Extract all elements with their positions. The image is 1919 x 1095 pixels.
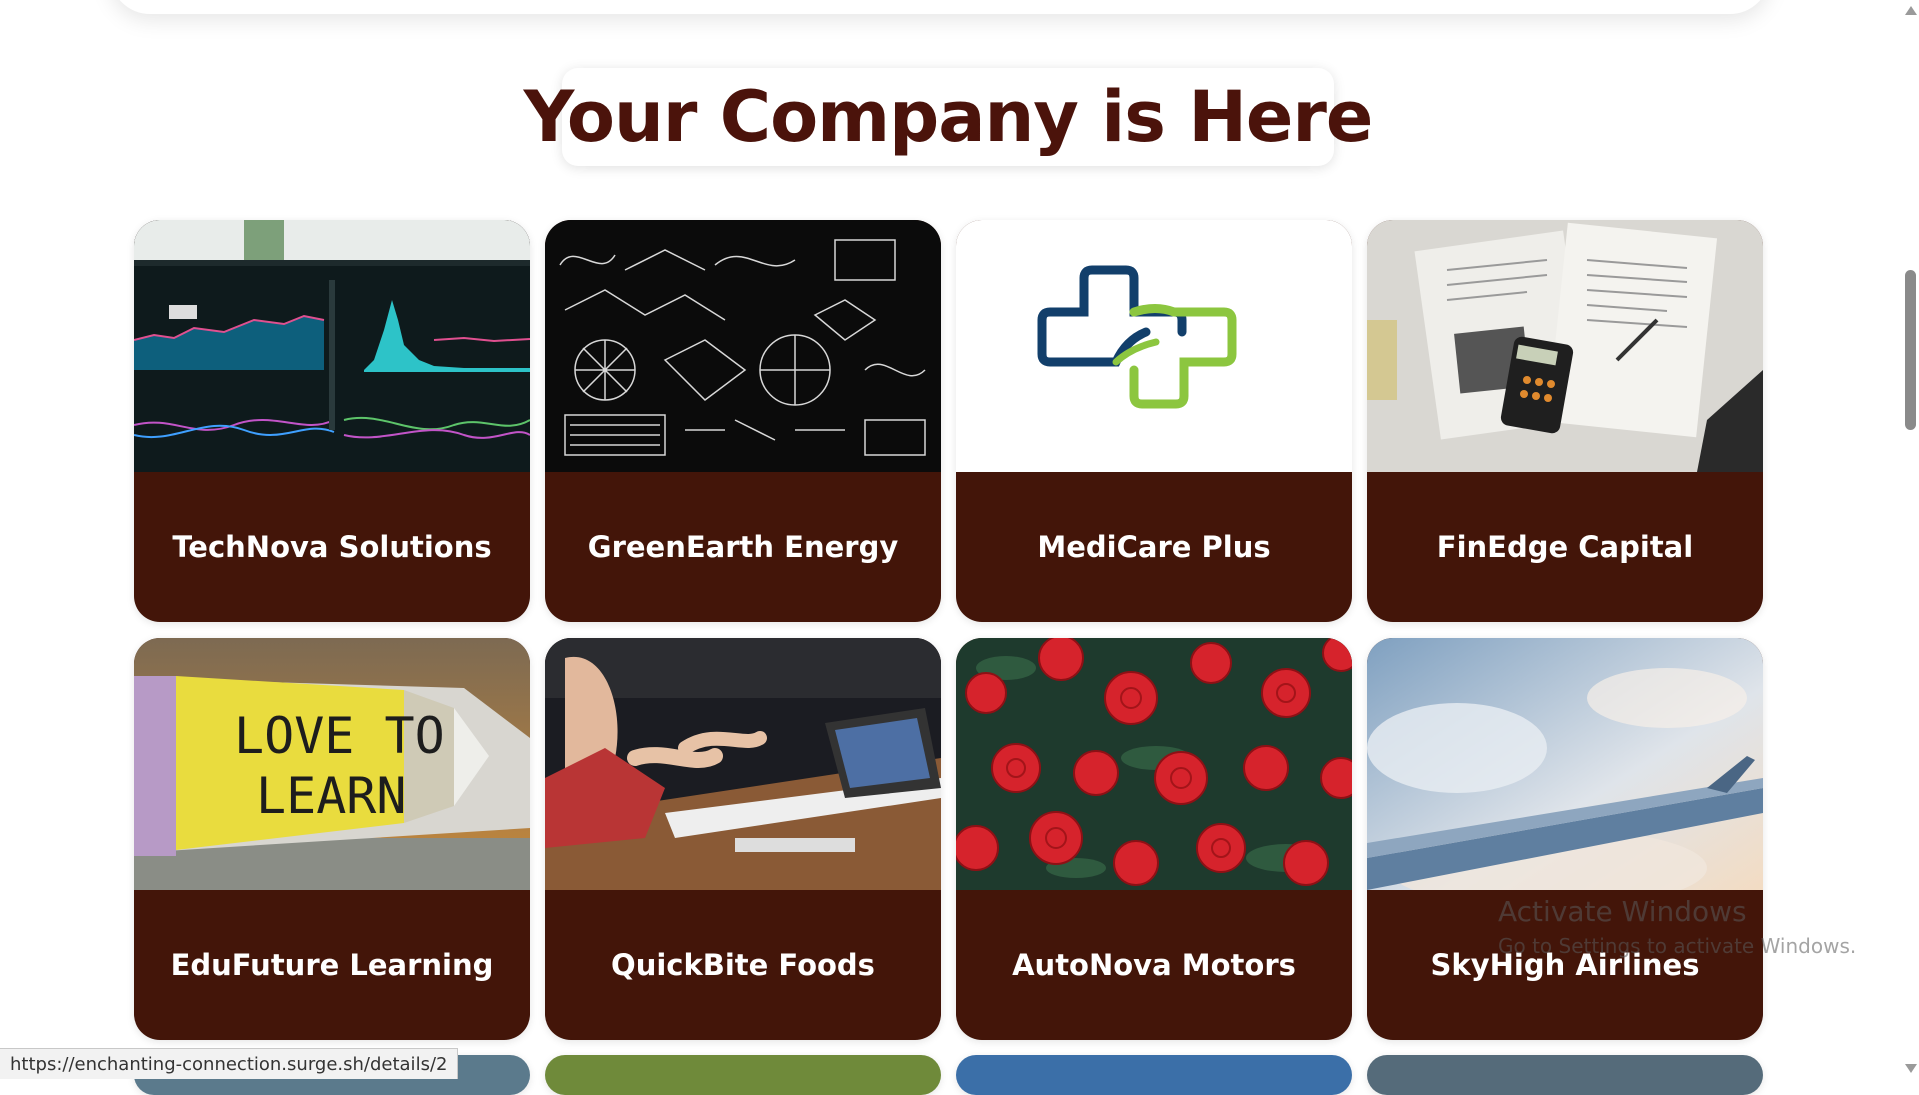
chalkboard-formulas-image (545, 220, 941, 472)
company-name: FinEdge Capital (1436, 530, 1694, 564)
company-card-edufuture[interactable]: LOVE TO LEARN EduFuture Learning (134, 638, 530, 1040)
company-name: EduFuture Learning (170, 948, 494, 982)
company-card-skyhigh[interactable]: SkyHigh Airlines (1367, 638, 1763, 1040)
company-name: AutoNova Motors (1012, 948, 1296, 982)
windows-activation-watermark: Activate Windows Go to Settings to activ… (1498, 895, 1856, 958)
company-card-partial[interactable] (956, 1055, 1352, 1095)
company-card-technova[interactable]: TechNova Solutions (134, 220, 530, 622)
watermark-title: Activate Windows (1498, 895, 1747, 928)
love-to-learn-pencil-image: LOVE TO LEARN (134, 638, 530, 890)
pencil-sign-line2: LEARN (256, 767, 407, 825)
scroll-down-icon[interactable] (1905, 1064, 1917, 1073)
section-title: Your Company is Here (523, 76, 1374, 158)
company-name: QuickBite Foods (611, 948, 875, 982)
scrollbar-thumb[interactable] (1905, 270, 1916, 430)
company-card-autonova[interactable]: AutoNova Motors (956, 638, 1352, 1040)
airplane-wing-sky-image (1367, 638, 1763, 890)
link-status-bar: https://enchanting-connection.surge.sh/d… (0, 1048, 459, 1079)
company-card-quickbite[interactable]: QuickBite Foods (545, 638, 941, 1040)
watermark-subtitle: Go to Settings to activate Windows. (1498, 934, 1857, 958)
finance-documents-image (1367, 220, 1763, 472)
pencil-sign-line1: LOVE TO (234, 707, 445, 765)
vertical-scrollbar[interactable] (1901, 0, 1919, 1079)
company-name: GreenEarth Energy (587, 530, 899, 564)
red-roses-image (956, 638, 1352, 890)
company-card-finedge[interactable]: FinEdge Capital (1367, 220, 1763, 622)
dashboard-chart-image (134, 220, 530, 472)
company-name: TechNova Solutions (172, 530, 492, 564)
company-name: SkyHigh Airlines (1430, 948, 1700, 982)
meeting-laptop-image (545, 638, 941, 890)
company-card-partial[interactable] (1367, 1055, 1763, 1095)
company-name: MediCare Plus (1037, 530, 1271, 564)
company-card-medicare[interactable]: MediCare Plus (956, 220, 1352, 622)
section-title-box: Your Company is Here (524, 68, 1373, 166)
medical-cross-logo (956, 220, 1352, 472)
status-url: https://enchanting-connection.surge.sh/d… (10, 1053, 448, 1075)
company-card-partial[interactable] (545, 1055, 941, 1095)
company-card-greenearth[interactable]: GreenEarth Energy (545, 220, 941, 622)
scroll-up-icon[interactable] (1905, 6, 1917, 15)
navbar-shadow (110, 0, 1770, 14)
